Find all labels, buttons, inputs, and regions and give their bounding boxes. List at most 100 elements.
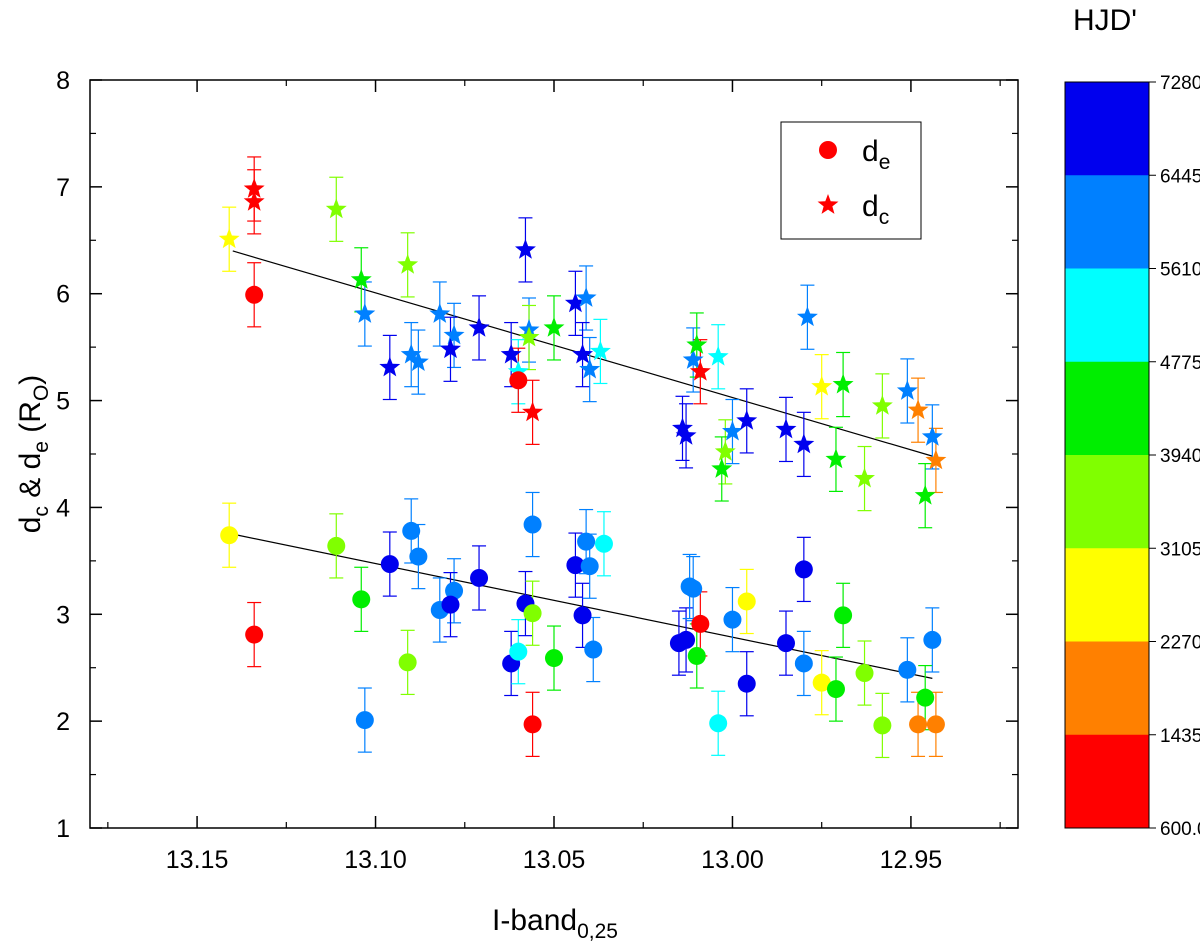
dc-point (514, 238, 536, 259)
y-tick-label: 2 (56, 708, 70, 736)
de-point (737, 592, 756, 611)
dc-point (579, 358, 601, 379)
legend-label-de: de (862, 135, 890, 174)
de-point (545, 649, 563, 668)
dc-point (429, 303, 451, 323)
de-point (402, 521, 421, 540)
dc-point (243, 190, 265, 211)
de-point (794, 654, 813, 673)
de-point (523, 515, 542, 534)
colorbar-tick-label: 6445 (1160, 166, 1200, 187)
dc-point (686, 334, 708, 354)
dc-point (796, 306, 818, 327)
de-point (794, 560, 813, 579)
de-point (573, 606, 592, 625)
dc-point (543, 316, 565, 337)
de-point (352, 590, 371, 609)
colorbar-band (1065, 268, 1149, 363)
de-point (409, 547, 428, 566)
de-point (873, 716, 892, 735)
dc-point (907, 399, 929, 420)
y-tick-label: 5 (56, 388, 70, 416)
colorbar-band (1065, 548, 1149, 642)
dc-point (443, 324, 465, 345)
de-point (398, 653, 417, 672)
legend-box (780, 121, 922, 240)
de-point (245, 285, 264, 304)
colorbar-ticks: 7280 6445 5610 4775 3940 3105 2270 1435 600.0 (1149, 73, 1200, 840)
dc-point (854, 467, 875, 488)
de-point (594, 534, 613, 553)
colorbar-band (1065, 82, 1149, 176)
dc-point (675, 424, 697, 445)
dc-point (572, 343, 594, 364)
dc-point (682, 348, 704, 369)
dc-point (711, 457, 733, 478)
de-point (684, 579, 703, 598)
dc-point (507, 360, 529, 381)
dc-point (925, 449, 947, 470)
y-tick-label: 7 (56, 174, 70, 202)
de-point (445, 581, 464, 600)
legend-label-dc: dc (862, 190, 889, 229)
colorbar-band (1065, 361, 1149, 456)
x-tick-label: 13.05 (523, 846, 586, 874)
data-markers (218, 177, 947, 735)
y-tick-label: 1 (56, 815, 70, 843)
dc-point (354, 303, 376, 323)
de-point (220, 526, 239, 545)
colorbar-tick-label: 2270 (1160, 633, 1200, 654)
dc-point (325, 198, 347, 219)
de-point (709, 714, 728, 733)
axis-ticks: 13.15 13.10 13.05 13.00 12.95 1 2 3 4 5 6 7 8 (56, 67, 1018, 874)
dc-point (379, 356, 401, 377)
dc-point (500, 343, 522, 364)
dc-point (832, 373, 854, 394)
de-point (523, 715, 542, 734)
de-point (355, 711, 374, 730)
dc-point (871, 394, 893, 415)
colorbar-band (1065, 734, 1149, 829)
de-point (245, 625, 264, 644)
de-point (327, 536, 346, 555)
colorbar-bands (1065, 82, 1149, 829)
dc-point (811, 375, 833, 396)
dc-point (722, 420, 743, 441)
x-tick-label: 13.10 (344, 846, 407, 874)
de-point (509, 642, 528, 661)
de-point (855, 664, 874, 683)
de-point (470, 568, 489, 587)
dc-point (575, 286, 597, 307)
x-axis-label: I-band0,25 (492, 904, 618, 943)
y-tick-label: 8 (56, 67, 70, 95)
de-point (834, 606, 853, 625)
colorbar-tick-label: 3105 (1160, 539, 1200, 560)
colorbar-tick-label: 5610 (1160, 260, 1200, 281)
dc-point (914, 484, 936, 505)
dc-point (825, 448, 847, 469)
de-point (777, 634, 795, 653)
dc-point (468, 316, 490, 337)
dc-point (793, 433, 815, 454)
dc-point (896, 379, 918, 400)
dc-point (440, 338, 461, 359)
dc-point (400, 343, 422, 364)
dc-point (689, 360, 711, 381)
colorbar-tick-label: 4775 (1160, 353, 1200, 374)
colorbar-tick-label: 1435 (1160, 726, 1200, 747)
de-point (812, 673, 831, 692)
dc-point (707, 345, 729, 366)
de-point (923, 630, 942, 649)
de-point (898, 660, 917, 679)
legend-marker-dc (817, 194, 839, 214)
dc-point (736, 409, 758, 430)
de-point (523, 604, 542, 623)
x-tick-label: 12.95 (880, 846, 943, 874)
x-tick-label: 13.00 (701, 846, 764, 874)
dc-point (921, 425, 943, 446)
legend-marker-de (819, 141, 837, 159)
de-point (723, 610, 742, 629)
colorbar-tick-label: 3940 (1160, 446, 1200, 467)
legend: de dc (780, 121, 922, 240)
de-point (441, 595, 460, 614)
